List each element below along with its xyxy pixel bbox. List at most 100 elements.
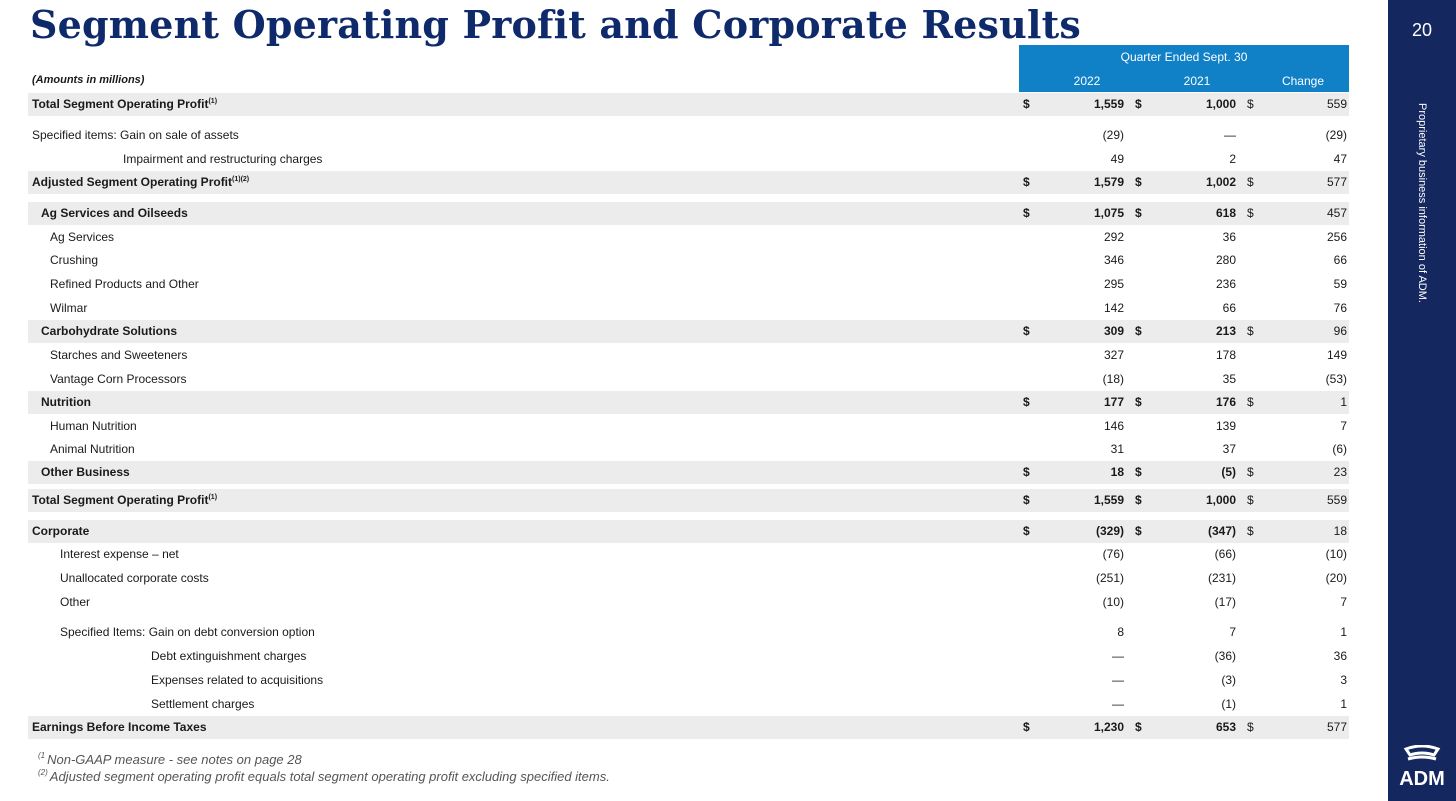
row-label-text: Interest expense – net bbox=[60, 547, 179, 561]
row-label: Impairment and restructuring charges bbox=[123, 152, 322, 166]
table-row: Corporate $ $ $ (329) (347) 18 bbox=[28, 520, 1349, 543]
row-label: Total Segment Operating Profit(1) bbox=[32, 97, 217, 111]
value-change: 18 bbox=[1333, 524, 1347, 538]
table-row: Adjusted Segment Operating Profit(1)(2) $… bbox=[28, 171, 1349, 194]
row-label-text: Total Segment Operating Profit bbox=[32, 97, 209, 111]
value-change: (10) bbox=[1325, 547, 1347, 561]
value-2021: (5) bbox=[1221, 465, 1236, 479]
table-row: Animal Nutrition 31 37 (6) bbox=[28, 438, 1349, 461]
dollar-sign: $ bbox=[1023, 524, 1030, 538]
row-label: Wilmar bbox=[50, 301, 87, 315]
value-change: 1 bbox=[1340, 395, 1347, 409]
row-label-text: Vantage Corn Processors bbox=[50, 372, 187, 386]
dollar-sign: $ bbox=[1023, 720, 1030, 734]
year-2022-header: 2022 bbox=[1073, 74, 1101, 88]
value-2022: 295 bbox=[1103, 277, 1124, 291]
value-change: 23 bbox=[1333, 465, 1347, 479]
value-2021: (3) bbox=[1221, 673, 1236, 687]
value-change: 559 bbox=[1326, 493, 1347, 507]
dollar-sign: $ bbox=[1247, 324, 1254, 338]
dollar-sign: $ bbox=[1135, 395, 1142, 409]
value-change: 149 bbox=[1326, 348, 1347, 362]
value-2021: 1,000 bbox=[1205, 493, 1236, 507]
value-2021: 35 bbox=[1222, 372, 1236, 386]
table-row: Crushing 346 280 66 bbox=[28, 249, 1349, 272]
row-label: Expenses related to acquisitions bbox=[151, 673, 323, 687]
footnote-1-text: Non-GAAP measure - see notes on page 28 bbox=[47, 752, 302, 767]
table-row: Expenses related to acquisitions — (3) 3 bbox=[28, 669, 1349, 692]
table-row: Refined Products and Other 295 236 59 bbox=[28, 273, 1349, 296]
column-header: Quarter Ended Sept. 30 2022 2021 Change bbox=[1019, 45, 1349, 92]
row-label: Unallocated corporate costs bbox=[60, 571, 209, 585]
value-2022: (329) bbox=[1095, 524, 1124, 538]
table-row: Wilmar 142 66 76 bbox=[28, 297, 1349, 320]
dollar-sign: $ bbox=[1135, 206, 1142, 220]
table-row: Specified Items: Gain on debt conversion… bbox=[28, 621, 1349, 644]
row-label-text: Total Segment Operating Profit bbox=[32, 493, 209, 507]
value-2022: 292 bbox=[1103, 230, 1124, 244]
table-row: Interest expense – net (76) (66) (10) bbox=[28, 543, 1349, 566]
value-2022: 327 bbox=[1103, 348, 1124, 362]
value-2022: 146 bbox=[1103, 419, 1124, 433]
dollar-sign: $ bbox=[1135, 524, 1142, 538]
table-row: Impairment and restructuring charges 49 2 4… bbox=[28, 148, 1349, 171]
row-label-text: Wilmar bbox=[50, 301, 88, 315]
dollar-sign: $ bbox=[1247, 206, 1254, 220]
amounts-label: (Amounts in millions) bbox=[32, 74, 145, 86]
table-row: Carbohydrate Solutions $ $ $309 213 96 bbox=[28, 320, 1349, 343]
value-2022: 8 bbox=[1117, 625, 1124, 639]
dollar-sign: $ bbox=[1135, 720, 1142, 734]
value-2022: 309 bbox=[1103, 324, 1124, 338]
table-row: Other (10) (17) 7 bbox=[28, 591, 1349, 614]
page-number: 20 bbox=[1411, 20, 1433, 40]
row-label-text: Human Nutrition bbox=[50, 419, 137, 433]
table-row: Vantage Corn Processors (18) 35 (53) bbox=[28, 368, 1349, 391]
adm-logo: ADM bbox=[1394, 745, 1450, 791]
value-2021: 653 bbox=[1215, 720, 1236, 734]
row-label-text: Corporate bbox=[32, 524, 90, 538]
value-2022: 346 bbox=[1103, 253, 1124, 267]
value-2021: (1) bbox=[1221, 697, 1236, 711]
value-2022: 142 bbox=[1103, 301, 1124, 315]
value-2021: 36 bbox=[1222, 230, 1236, 244]
value-change: 1 bbox=[1340, 625, 1347, 639]
value-2021: 37 bbox=[1222, 442, 1236, 456]
table-row: Settlement charges — (1) 1 bbox=[28, 693, 1349, 716]
row-label-text: Nutrition bbox=[41, 395, 91, 409]
row-label-text: Carbohydrate Solutions bbox=[41, 324, 178, 338]
value-change: (20) bbox=[1325, 571, 1347, 585]
value-2022: 1,559 bbox=[1093, 97, 1124, 111]
footnote-2: (2) Adjusted segment operating profit equ… bbox=[38, 769, 610, 785]
value-change: 7 bbox=[1340, 595, 1347, 609]
row-label-text: Starches and Sweeteners bbox=[50, 348, 188, 362]
dollar-sign: $ bbox=[1247, 175, 1254, 189]
dollar-sign: $ bbox=[1247, 395, 1254, 409]
row-label-text: Specified Items: Gain on debt conversion… bbox=[60, 625, 315, 639]
table-row: Human Nutrition 146 139 7 bbox=[28, 415, 1349, 438]
dollar-sign: $ bbox=[1023, 97, 1030, 111]
row-label: Animal Nutrition bbox=[50, 442, 135, 456]
value-2021: — bbox=[1224, 128, 1236, 142]
value-2022: 177 bbox=[1103, 395, 1124, 409]
row-label-text: Ag Services and Oilseeds bbox=[41, 206, 188, 220]
value-change: 96 bbox=[1333, 324, 1347, 338]
row-label: Total Segment Operating Profit(1) bbox=[32, 493, 217, 507]
row-label: Adjusted Segment Operating Profit(1)(2) bbox=[32, 175, 249, 189]
table-row: Starches and Sweeteners 327 178 149 bbox=[28, 344, 1349, 367]
table-row: Total Segment Operating Profit(1) $ $ $1,55… bbox=[28, 93, 1349, 116]
row-label: Refined Products and Other bbox=[50, 277, 199, 291]
value-change: (53) bbox=[1325, 372, 1347, 386]
table-row: Nutrition $ $ $177 176 1 bbox=[28, 391, 1349, 414]
row-label-text: Other bbox=[60, 595, 91, 609]
table-row: Specified items: Gain on sale of assets (… bbox=[28, 124, 1349, 147]
value-2021: 7 bbox=[1229, 625, 1236, 639]
row-label: Debt extinguishment charges bbox=[151, 649, 306, 663]
row-label: Ag Services and Oilseeds bbox=[41, 206, 188, 220]
footnote-2-text: Adjusted segment operating profit equals… bbox=[49, 769, 610, 784]
row-label: Specified Items: Gain on debt conversion… bbox=[60, 625, 315, 639]
value-2022: — bbox=[1112, 649, 1124, 663]
value-change: 76 bbox=[1333, 301, 1347, 315]
value-2022: (76) bbox=[1102, 547, 1124, 561]
dollar-sign: $ bbox=[1023, 493, 1030, 507]
adm-swoosh-icon bbox=[1403, 745, 1441, 761]
